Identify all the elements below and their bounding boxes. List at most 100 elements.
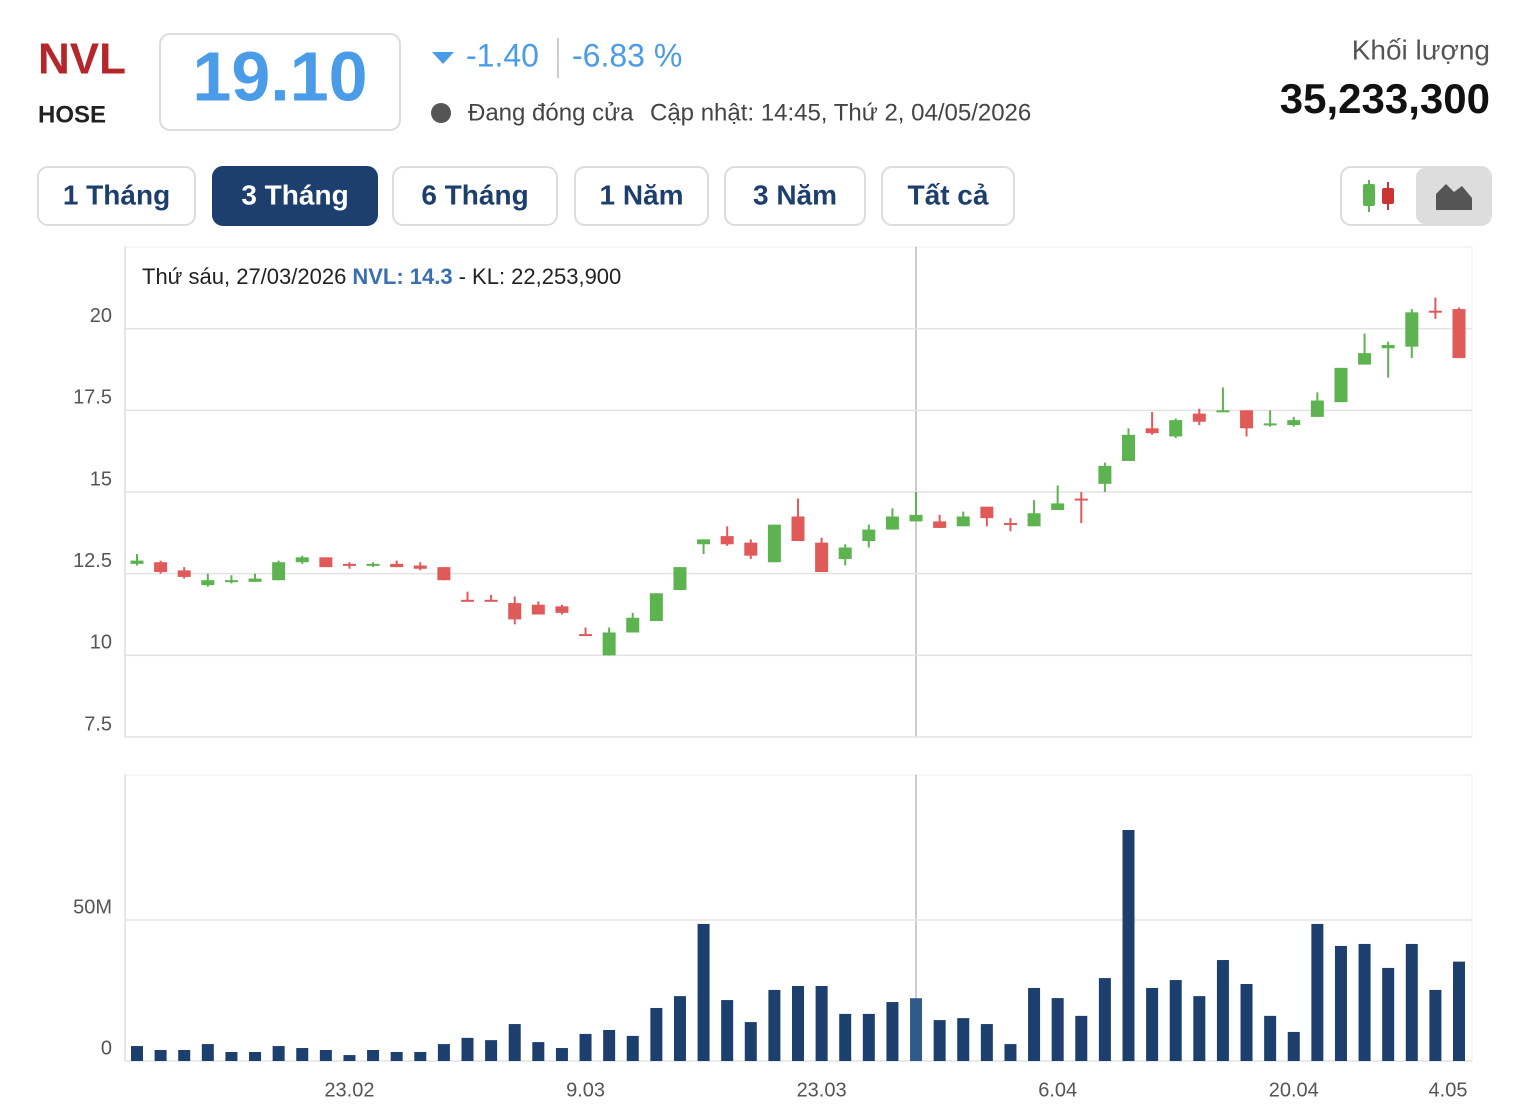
candle-body — [1287, 420, 1301, 426]
y-tick-label: 10 — [90, 632, 112, 654]
volume-bar — [1311, 923, 1324, 1061]
volume-bar — [555, 1048, 568, 1061]
volume-bar — [626, 1035, 639, 1061]
x-tick-label: 4.05 — [1429, 1079, 1468, 1101]
volume-bar — [272, 1046, 285, 1061]
candle-body — [1145, 428, 1159, 434]
volume-bar — [744, 1022, 757, 1061]
updated: Cập nhật: 14:45, Thứ 2, 04/05/2026 — [650, 99, 1031, 126]
candle-body — [838, 547, 852, 559]
candle-body — [366, 563, 380, 566]
volume-bar — [839, 1013, 852, 1061]
candle-body — [390, 563, 404, 568]
volume-bar — [1051, 998, 1064, 1061]
y-tick-label: 0 — [101, 1037, 112, 1059]
candle-body — [437, 567, 451, 581]
volume-bar — [1004, 1044, 1017, 1061]
candle-body — [224, 580, 238, 583]
candle-body — [815, 542, 829, 573]
candle-body — [1169, 420, 1183, 437]
y-tick-label: 17.5 — [73, 387, 112, 409]
volume-bar — [1264, 1015, 1277, 1061]
candle-body — [1452, 309, 1466, 359]
volume: 35,233,300 — [1280, 75, 1490, 122]
volume-bar — [343, 1055, 356, 1061]
range-button[interactable]: 3 Tháng — [212, 166, 378, 226]
volume-bar — [225, 1051, 238, 1061]
volume-bar — [603, 1029, 616, 1061]
candle-body — [484, 599, 498, 602]
y-tick-label: 15 — [90, 468, 112, 490]
candle-body — [744, 542, 758, 556]
status: Đang đóng cửa — [468, 99, 634, 126]
button-frame — [724, 166, 866, 226]
volume-bar — [862, 1013, 875, 1061]
volume-bar — [673, 996, 686, 1061]
candle-body — [791, 516, 805, 541]
candle-body — [649, 593, 663, 622]
candle-body — [885, 516, 899, 530]
candle-body — [1405, 312, 1419, 347]
icon — [1382, 188, 1394, 204]
chart-type-toggle[interactable] — [1340, 166, 1492, 226]
candle-body — [980, 506, 994, 519]
volume-bar — [1240, 984, 1253, 1061]
x-tick-label: 6.04 — [1038, 1079, 1077, 1101]
candle-body — [1027, 513, 1041, 527]
candle-body — [461, 599, 474, 602]
candle-body — [555, 606, 569, 613]
volume-bar — [697, 923, 710, 1061]
candle-body — [1122, 434, 1135, 461]
candle-body — [697, 539, 711, 545]
volume-bar — [201, 1044, 214, 1061]
volume-bar — [910, 998, 923, 1061]
volume-bar — [461, 1037, 474, 1061]
volume-bar — [650, 1007, 663, 1061]
price-box — [159, 33, 401, 131]
tooltip-price: NVL: 14.3 — [352, 264, 452, 289]
button-label: 6 Tháng — [421, 179, 528, 210]
candle-body — [933, 521, 947, 528]
volume-bar — [792, 985, 804, 1061]
tooltip: Thứ sáu, 27/03/2026 NVL: 14.3 - KL: 22,253… — [142, 264, 621, 289]
range-button[interactable]: 1 Năm — [574, 166, 709, 226]
volume-bar — [1216, 960, 1229, 1061]
candle-body — [956, 516, 970, 527]
volume-bar — [1146, 987, 1159, 1061]
candle-body — [720, 536, 734, 545]
candle-body — [1240, 410, 1254, 429]
candle-body — [602, 632, 616, 656]
candle-body — [1381, 345, 1395, 349]
volume-bar — [1169, 980, 1182, 1061]
candle-body — [626, 617, 640, 633]
button-label: 1 Năm — [599, 179, 683, 210]
range-button[interactable]: 3 Năm — [724, 166, 866, 226]
volume-bar — [1075, 1015, 1088, 1061]
button-frame — [212, 166, 378, 226]
volume-bar — [1453, 961, 1465, 1061]
candle-body — [342, 563, 356, 566]
x-tick-label: 20.04 — [1269, 1079, 1319, 1101]
button-label: Tất cả — [908, 179, 989, 210]
volume-bar — [957, 1018, 970, 1061]
range-button[interactable]: 6 Tháng — [392, 166, 558, 226]
x-tick-label: 23.02 — [324, 1079, 374, 1101]
volume-bar — [485, 1040, 498, 1061]
candle-body — [531, 604, 545, 615]
button-label: 3 Năm — [753, 179, 837, 210]
volume-bar — [154, 1050, 167, 1061]
volume-bar — [721, 1000, 734, 1061]
icon — [1436, 184, 1472, 210]
candle-body — [1334, 367, 1348, 403]
icon — [1363, 184, 1375, 206]
volume-bar — [249, 1051, 262, 1061]
volume-bar — [1028, 987, 1041, 1061]
candle-body — [1074, 498, 1088, 501]
volume-bar — [1405, 943, 1418, 1061]
candle-body — [154, 562, 168, 573]
volume-bar — [579, 1033, 592, 1061]
range-button[interactable]: 1 Tháng — [37, 166, 196, 226]
range-button[interactable]: Tất cả — [881, 166, 1015, 226]
status-dot — [431, 103, 451, 123]
candle-body — [295, 557, 309, 563]
